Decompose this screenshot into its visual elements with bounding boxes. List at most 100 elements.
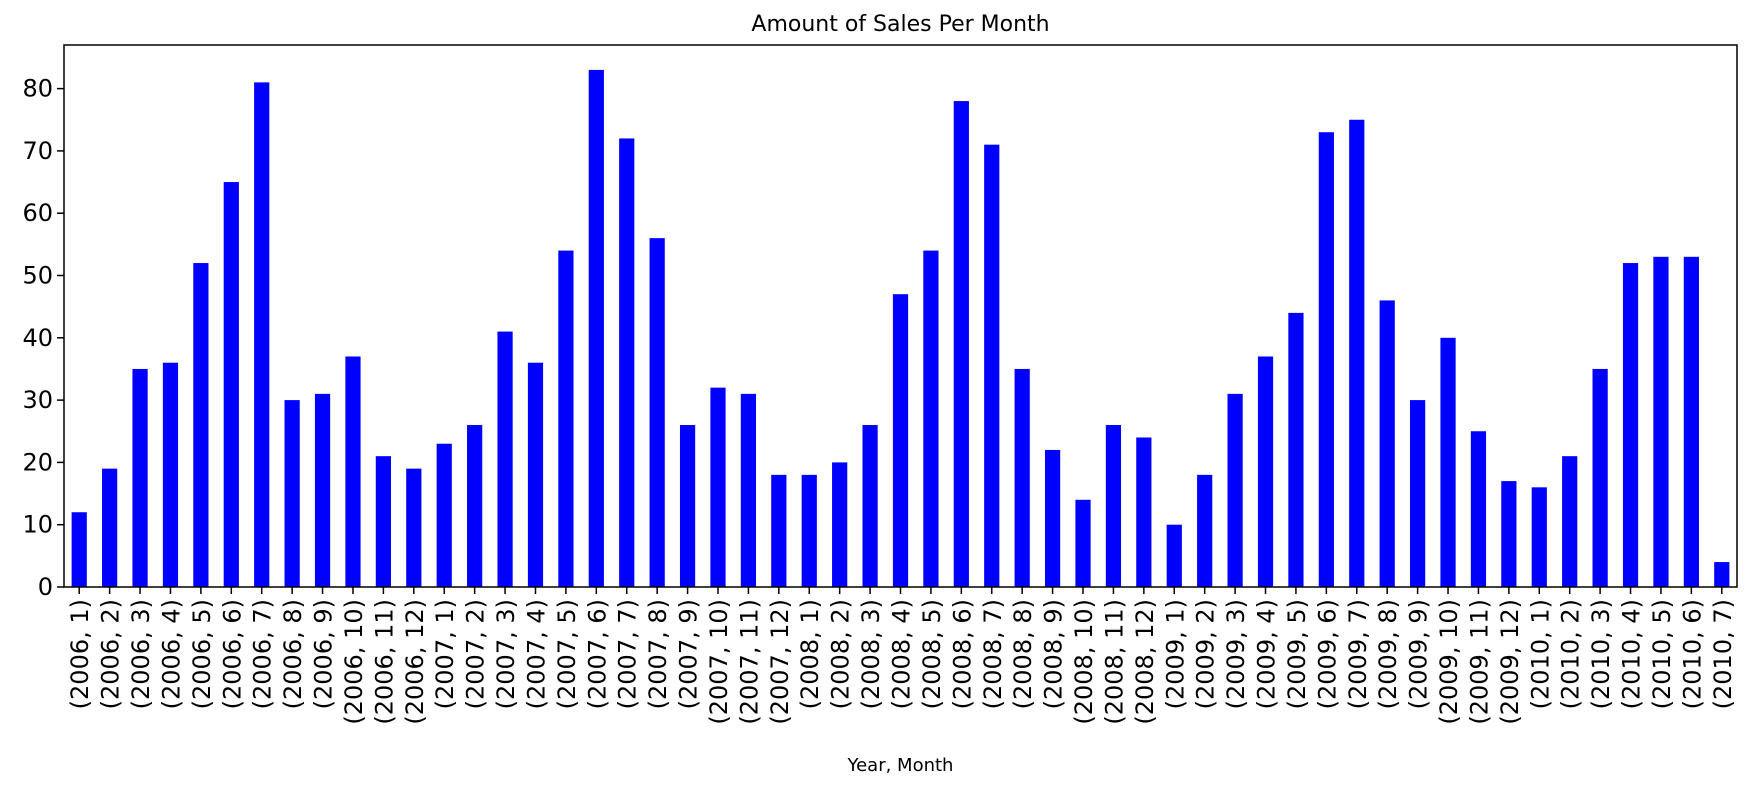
x-axis-label: Year, Month: [847, 755, 954, 776]
x-tick-label: (2009, 3): [1222, 599, 1250, 709]
bar: [1622, 263, 1639, 587]
bar: [193, 263, 209, 587]
y-tick-label: 0: [38, 573, 53, 601]
y-tick-label: 40: [22, 324, 53, 352]
bar: [1136, 437, 1152, 587]
x-tick-label: (2008, 12): [1131, 599, 1159, 725]
bar: [375, 456, 391, 587]
x-tick-label: (2009, 1): [1161, 599, 1189, 709]
x-tick-label: (2006, 10): [340, 599, 368, 725]
x-tick-label: (2007, 8): [644, 599, 672, 709]
x-tick-label: (2007, 10): [705, 599, 733, 725]
bar: [162, 362, 179, 587]
x-tick-label: (2009, 12): [1496, 599, 1524, 725]
x-tick-label: (2006, 4): [157, 599, 185, 709]
x-tick-label: (2008, 2): [827, 599, 855, 709]
x-tick-label: (2006, 6): [218, 599, 246, 709]
bar: [1379, 300, 1395, 587]
y-axis: 0 10 20 30 40 50 60 70 80: [22, 75, 64, 601]
y-tick-label: 10: [22, 511, 53, 539]
bar: [649, 238, 665, 587]
y-tick-label: 70: [22, 137, 53, 165]
x-tick-label: (2008, 5): [918, 599, 946, 709]
bar: [132, 368, 148, 587]
x-tick-label: (2009, 7): [1344, 599, 1372, 709]
bar: [1257, 356, 1274, 587]
bar: [1105, 425, 1122, 587]
bar: [1470, 431, 1487, 587]
x-tick-label: (2010, 4): [1618, 599, 1646, 709]
bar: [223, 182, 239, 587]
x-tick-label: (2006, 12): [401, 599, 429, 725]
bar: [862, 425, 878, 587]
bar: [892, 294, 909, 587]
bar: [254, 82, 270, 588]
bar: [771, 474, 787, 587]
bar: [710, 387, 726, 587]
x-tick-label: (2008, 4): [888, 599, 916, 709]
bar: [1653, 256, 1669, 587]
x-tick-label: (2008, 9): [1040, 599, 1068, 709]
x-tick-label: (2009, 2): [1192, 599, 1220, 709]
bar: [1714, 562, 1730, 587]
x-tick-label: (2007, 7): [614, 599, 642, 709]
x-tick-label: (2009, 8): [1374, 599, 1402, 709]
y-tick-label: 20: [22, 448, 53, 476]
bar: [1197, 474, 1213, 587]
bar: [102, 468, 118, 587]
x-tick-label: (2009, 11): [1465, 599, 1493, 725]
bar: [1501, 481, 1517, 587]
bar: [345, 356, 361, 587]
bar: [1014, 368, 1030, 587]
x-tick-label: (2006, 2): [97, 599, 125, 709]
plot-frame: [63, 44, 1738, 588]
bar: [467, 425, 483, 587]
x-tick-label: (2010, 5): [1648, 599, 1676, 709]
x-tick-label: (2008, 6): [948, 599, 976, 709]
bar: [497, 331, 513, 587]
x-tick-label: (2009, 6): [1313, 599, 1341, 709]
x-tick-label: (2008, 11): [1100, 599, 1128, 725]
x-tick-label: (2007, 6): [583, 599, 611, 709]
x-tick-label: (2006, 8): [279, 599, 307, 709]
bar: [1562, 456, 1578, 587]
bar: [1227, 393, 1243, 587]
bar: [679, 425, 696, 587]
x-tick-label: (2009, 9): [1405, 599, 1433, 709]
x-tick-label: (2010, 1): [1526, 599, 1554, 709]
x-tick-label: (2006, 1): [66, 599, 94, 709]
bar: [832, 462, 848, 587]
x-axis: (2006, 1) (2006, 2) (2006, 3) (2006, 4) (200…: [66, 587, 1737, 725]
bar: [1318, 132, 1334, 587]
x-tick-label: (2006, 11): [370, 599, 398, 725]
y-tick-label: 50: [22, 262, 53, 290]
x-tick-label: (2008, 10): [1070, 599, 1098, 725]
bar: [1531, 487, 1547, 587]
x-tick-label: (2010, 3): [1587, 599, 1615, 709]
bars-layer: [71, 69, 1730, 588]
x-tick-label: (2010, 6): [1678, 599, 1706, 709]
bar: [1683, 256, 1699, 587]
bar: [527, 362, 544, 587]
bar: [953, 101, 969, 587]
x-tick-label: (2008, 3): [857, 599, 885, 709]
x-tick-label: (2007, 4): [522, 599, 550, 709]
bar: [1349, 119, 1365, 588]
bar: [314, 393, 331, 587]
chart-title: Amount of Sales Per Month: [751, 12, 1049, 37]
bar: [558, 250, 574, 587]
bar: [619, 138, 635, 587]
x-tick-label: (2007, 12): [766, 599, 794, 725]
bar: [1044, 449, 1061, 587]
x-tick-label: (2006, 3): [127, 599, 155, 709]
y-tick-label: 60: [22, 199, 53, 227]
bar: [406, 468, 422, 587]
x-tick-label: (2007, 3): [492, 599, 520, 709]
bar: [984, 144, 1000, 587]
x-tick-label: (2010, 2): [1557, 599, 1585, 709]
x-tick-label: (2007, 1): [431, 599, 459, 709]
x-tick-label: (2010, 7): [1709, 599, 1737, 709]
bar: [1166, 524, 1182, 587]
